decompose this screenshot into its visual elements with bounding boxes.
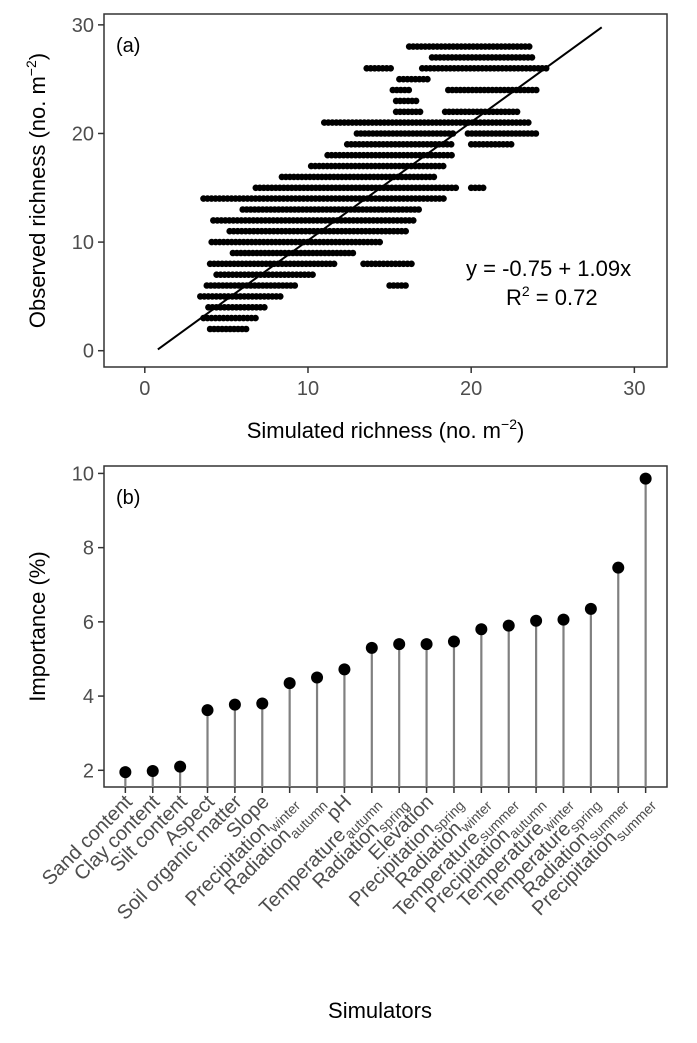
importance-dot	[502, 619, 515, 632]
importance-dot	[228, 698, 241, 711]
scatter-point	[309, 271, 316, 279]
scatter-x-label-end: )	[517, 418, 524, 443]
scatter-point	[376, 238, 384, 246]
scatter-point	[448, 151, 455, 159]
scatter-point	[513, 108, 521, 116]
y-tick-label: 30	[72, 15, 94, 37]
scatter-x-label-text: Simulated richness (no. m	[247, 418, 501, 443]
scatter-point	[387, 65, 395, 72]
scatter-points	[197, 43, 550, 333]
scatter-point	[525, 43, 533, 50]
x-tick-label: 10	[297, 378, 319, 400]
importance-dot	[119, 766, 132, 779]
regression-equation: y = -0.75 + 1.09x	[466, 256, 631, 281]
importance-dot	[475, 623, 488, 636]
importance-dot	[256, 697, 269, 710]
scatter-point	[252, 314, 259, 322]
scatter-point	[277, 293, 284, 300]
importance-dot	[365, 641, 378, 654]
importance-dot	[201, 704, 214, 717]
scatter-point	[440, 195, 447, 202]
importance-dots	[119, 472, 652, 779]
scatter-x-ticks: 0 10 20 30	[139, 367, 645, 400]
scatter-point	[330, 260, 338, 268]
scatter-point	[532, 130, 540, 137]
x-tick-label: 0	[139, 378, 150, 400]
importance-dot	[557, 613, 570, 626]
panel-b-label: (b)	[116, 487, 140, 509]
r-squared: R2 = 0.72	[506, 283, 598, 310]
scatter-point	[424, 75, 431, 83]
y-tick-label: 6	[83, 612, 94, 634]
scatter-point	[261, 304, 268, 311]
y-tick-label: 8	[83, 538, 94, 560]
x-tick-label: 30	[623, 378, 645, 400]
y-tick-label: 20	[72, 123, 94, 145]
scatter-point	[408, 260, 415, 268]
scatter-point	[402, 282, 409, 289]
y-tick-label: 10	[72, 232, 94, 254]
panel-a-label: (a)	[116, 35, 140, 57]
scatter-point	[405, 86, 413, 94]
scatter-point	[415, 206, 423, 213]
regression-line	[157, 26, 603, 351]
scatter-point	[291, 282, 299, 289]
scatter-point	[430, 173, 438, 181]
x-tick-label: 20	[460, 378, 482, 400]
scatter-point	[402, 227, 410, 235]
r-squared-value: = 0.72	[530, 285, 598, 310]
scatter-x-axis-label: Simulated richness (no. m−2)	[247, 416, 525, 443]
importance-plot-frame	[103, 465, 668, 788]
importance-dot	[393, 638, 406, 651]
importance-dot	[311, 671, 324, 684]
importance-dot	[283, 677, 296, 690]
scatter-point	[410, 217, 417, 224]
scatter-y-label-text: Observed richness (no. m	[25, 76, 50, 328]
y-tick-label: 2	[83, 760, 94, 782]
importance-stems	[124, 478, 647, 787]
importance-dot	[420, 638, 433, 651]
y-tick-label: 4	[83, 686, 94, 708]
importance-dot	[174, 760, 187, 773]
scatter-point	[416, 108, 424, 116]
importance-dot	[530, 614, 543, 627]
r-squared-superscript: 2	[522, 283, 530, 299]
scatter-point	[447, 141, 455, 148]
importance-x-ticks	[124, 787, 647, 793]
scatter-point	[533, 86, 540, 94]
scatter-point	[439, 162, 447, 170]
scatter-y-label-end: )	[25, 53, 50, 60]
y-tick-label: 10	[72, 463, 94, 485]
y-tick-label: 0	[83, 341, 94, 363]
regression-line-group	[157, 26, 603, 351]
importance-y-ticks: 2 4 6 8 10	[72, 463, 104, 782]
scatter-x-label-sup: −2	[501, 416, 517, 432]
importance-dot	[612, 561, 625, 574]
importance-dot	[639, 472, 652, 485]
scatter-point	[479, 184, 487, 192]
scatter-point	[528, 54, 536, 61]
scatter-point	[525, 119, 532, 126]
importance-dot	[584, 602, 597, 615]
importance-x-axis-label: Simulators	[328, 998, 432, 1023]
importance-dot	[146, 765, 159, 778]
scatter-point	[242, 325, 250, 333]
scatter-point	[507, 141, 515, 148]
importance-dot	[338, 663, 351, 676]
importance-y-axis-label: Importance (%)	[25, 551, 50, 701]
scatter-point	[349, 249, 357, 257]
r-squared-prefix: R	[506, 285, 522, 310]
scatter-y-axis-label: Observed richness (no. m−2)	[23, 53, 50, 328]
scatter-y-ticks: 0 10 20 30	[72, 15, 104, 363]
scatter-point	[452, 184, 460, 192]
scatter-panel: 0 10 20 30 0 10 20 30 (a) y = -0.75 + 1.09x R2…	[23, 13, 668, 443]
scatter-point	[412, 97, 420, 105]
scatter-y-label-sup: −2	[23, 60, 39, 76]
importance-dot	[447, 635, 460, 648]
